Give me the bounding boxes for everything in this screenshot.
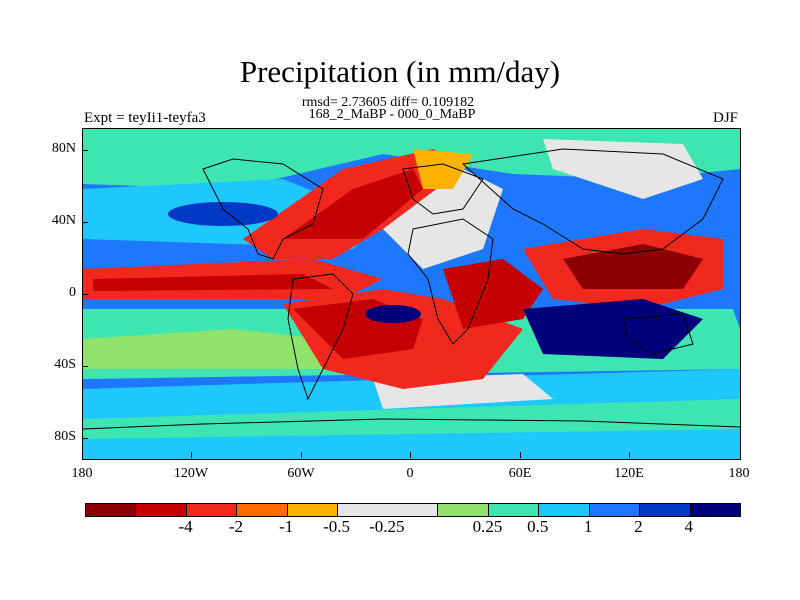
x-tick-label: 180 [728, 466, 750, 481]
colorbar-label: 1 [583, 517, 593, 536]
colorbar-segment [589, 504, 641, 516]
field-blue-northpac [168, 202, 278, 226]
colorbar [85, 503, 741, 517]
field-navy-atlantic [365, 305, 421, 323]
colorbar-segment [237, 504, 288, 516]
colorbar-label: 0.25 [472, 517, 503, 536]
field-darkred-eqpac [93, 274, 333, 291]
field-green-southpac [83, 329, 323, 369]
y-tick-label: 40N [51, 213, 76, 228]
field-darkred-northatl [283, 169, 423, 239]
y-tick-label: 40S [54, 357, 76, 372]
plot-title: Precipitation (in mm/day) [239, 54, 561, 89]
coastlines [83, 148, 740, 430]
y-tick-label: 80S [54, 429, 76, 444]
coast-australia [622, 313, 694, 355]
x-tick-label: 120E [614, 466, 644, 481]
x-tick-60e [520, 452, 521, 458]
colorbar-label: -0.5 [323, 517, 350, 536]
colorbar-segment [539, 504, 590, 516]
x-tick-0 [410, 452, 411, 458]
season-label: DJF [712, 110, 738, 126]
coast-south-america [287, 273, 354, 401]
x-tick-120e [629, 452, 630, 458]
x-tick-label: 0 [406, 466, 414, 481]
x-tick-label: 180 [71, 466, 93, 481]
colorbar-segment [438, 504, 489, 516]
x-tick-60w [301, 452, 302, 458]
colorbar-segment [186, 504, 238, 516]
coast-antarctica [83, 418, 740, 430]
coast-north-america [202, 158, 324, 260]
x-tick-label: 120W [173, 466, 209, 481]
precip-map [82, 128, 741, 460]
field-darkred-africa [443, 259, 543, 329]
y-tick-label: 0 [69, 285, 76, 300]
coast-europe [402, 163, 484, 215]
colorbar-segment [287, 504, 339, 516]
subtitle-period: 168_2_MaBP - 000_0_MaBP [308, 107, 476, 122]
colorbar-label: -1 [279, 517, 294, 536]
colorbar-segment [86, 504, 137, 516]
coast-asia [461, 148, 724, 255]
y-tick-80s [82, 438, 88, 439]
colorbar-label: -2 [228, 517, 243, 536]
y-tick-40n [82, 222, 88, 223]
colorbar-segment [338, 504, 439, 516]
colorbar-segment [690, 504, 741, 516]
field-yellow-europe [413, 149, 473, 189]
colorbar-segment [640, 504, 691, 516]
field-darkred-asia [563, 244, 703, 289]
coast-africa [407, 218, 494, 345]
colorbar-label: -0.25 [369, 517, 405, 536]
y-tick-label: 80N [51, 141, 76, 156]
field-navy-indianocean [523, 299, 703, 359]
colorbar-label: 2 [634, 517, 643, 536]
y-tick-40s [82, 366, 88, 367]
x-tick-label: 60W [287, 466, 315, 481]
subtitle-stats: rmsd= 2.73605 diff= 0.109182 [301, 95, 475, 110]
precip-map-svg [83, 129, 740, 459]
y-tick-0 [82, 294, 88, 295]
x-tick-label: 60E [508, 466, 532, 481]
x-tick-120w [191, 452, 192, 458]
colorbar-label: 0.5 [527, 517, 549, 536]
colorbar-segment [136, 504, 187, 516]
y-tick-80n [82, 150, 88, 151]
colorbar-label: 4 [684, 517, 693, 536]
experiment-label: Expt = teyIi1-teyfa3 [84, 110, 206, 126]
colorbar-label: -4 [178, 517, 193, 536]
colorbar-segment [488, 504, 540, 516]
